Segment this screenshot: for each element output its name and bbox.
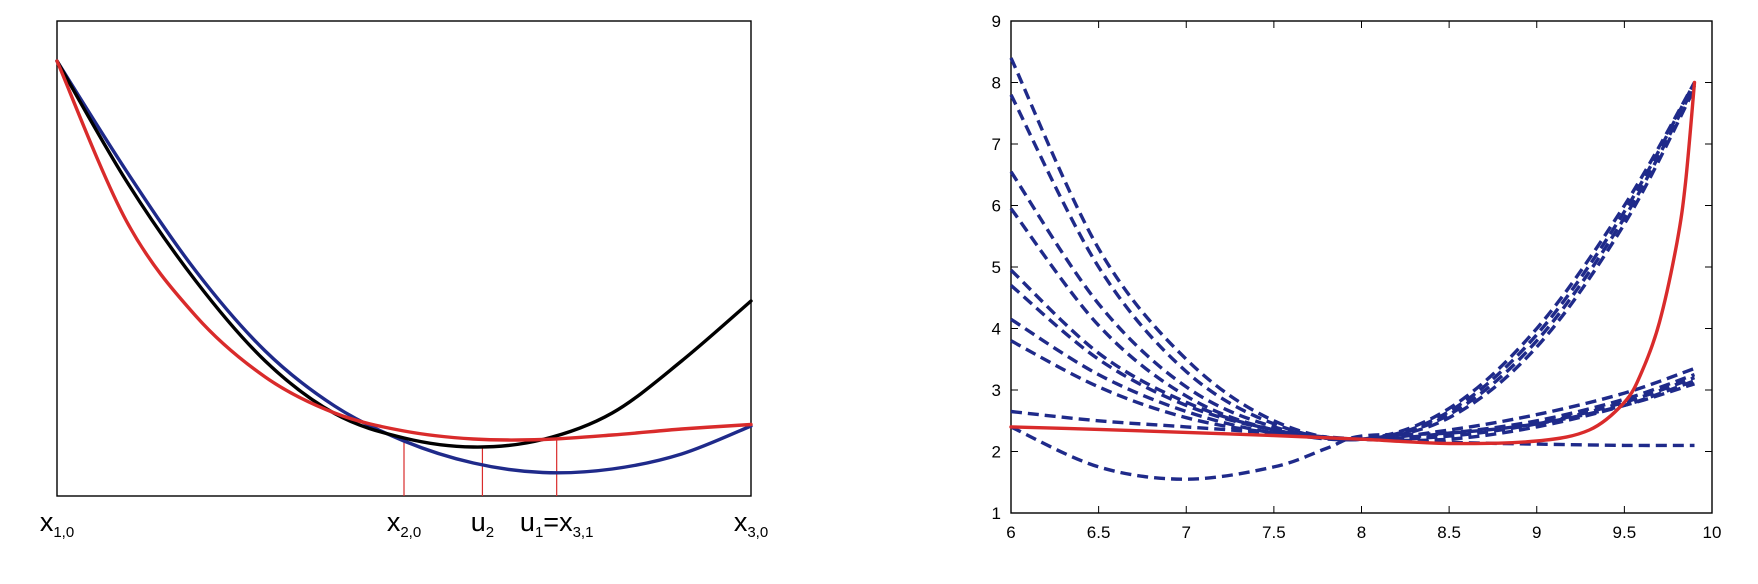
left-plot-frame	[56, 20, 752, 497]
y-tick-label-7: 8	[992, 74, 1001, 93]
y-tick-label-6: 7	[992, 135, 1001, 154]
y-tick-label-1: 2	[992, 443, 1001, 462]
left-series	[55, 59, 753, 475]
x-tick-label-2: 7	[1182, 523, 1191, 542]
left-series-line-0	[55, 59, 753, 475]
solid-series-line-0	[1009, 80, 1697, 446]
left-series-line-2	[55, 59, 753, 442]
point-label-3: u1=x3,1	[520, 507, 594, 541]
x-tick-label-4: 8	[1357, 523, 1366, 542]
dashed-series-line-3	[1009, 87, 1697, 442]
dashed-series-line-8	[1010, 409, 1695, 448]
left-markers	[403, 438, 558, 496]
y-tick-label-2: 3	[992, 381, 1001, 400]
y-tick-label-5: 6	[992, 197, 1001, 216]
left-chart: x1,0 x2,0 u2 u1=x3,1 x3,0	[40, 20, 768, 541]
x-tick-label-0: 6	[1006, 523, 1015, 542]
x-tick-label-6: 9	[1532, 523, 1541, 542]
right-series	[1009, 57, 1697, 481]
dashed-series-line-1	[1009, 81, 1696, 442]
y-tick-label-4: 5	[992, 258, 1001, 277]
left-point-labels: x1,0 x2,0 u2 u1=x3,1 x3,0	[40, 507, 768, 541]
point-label-1: x2,0	[387, 507, 421, 541]
point-label-4: x3,0	[734, 507, 768, 541]
right-ticks: 6 6.5 7 7.5 8 8.5 9 9.5 10 1 2 3 4 5 6 7 8 9	[992, 12, 1722, 542]
y-tick-label-3: 4	[992, 320, 1001, 339]
y-tick-label-8: 9	[992, 12, 1001, 31]
y-tick-label-0: 1	[992, 504, 1001, 523]
dashed-series-line-9	[1010, 382, 1695, 481]
right-chart: 6 6.5 7 7.5 8 8.5 9 9.5 10 1 2 3 4 5 6 7 8 9	[992, 12, 1722, 542]
x-tick-label-5: 8.5	[1437, 523, 1461, 542]
x-tick-label-1: 6.5	[1087, 523, 1111, 542]
x-tick-label-3: 7.5	[1262, 523, 1286, 542]
left-series-line-1	[55, 59, 753, 449]
x-tick-label-7: 9.5	[1613, 523, 1637, 542]
point-label-0: x1,0	[40, 507, 74, 541]
dashed-series-line-7	[1010, 339, 1696, 443]
point-label-2: u2	[471, 507, 494, 541]
x-tick-label-8: 10	[1703, 523, 1722, 542]
